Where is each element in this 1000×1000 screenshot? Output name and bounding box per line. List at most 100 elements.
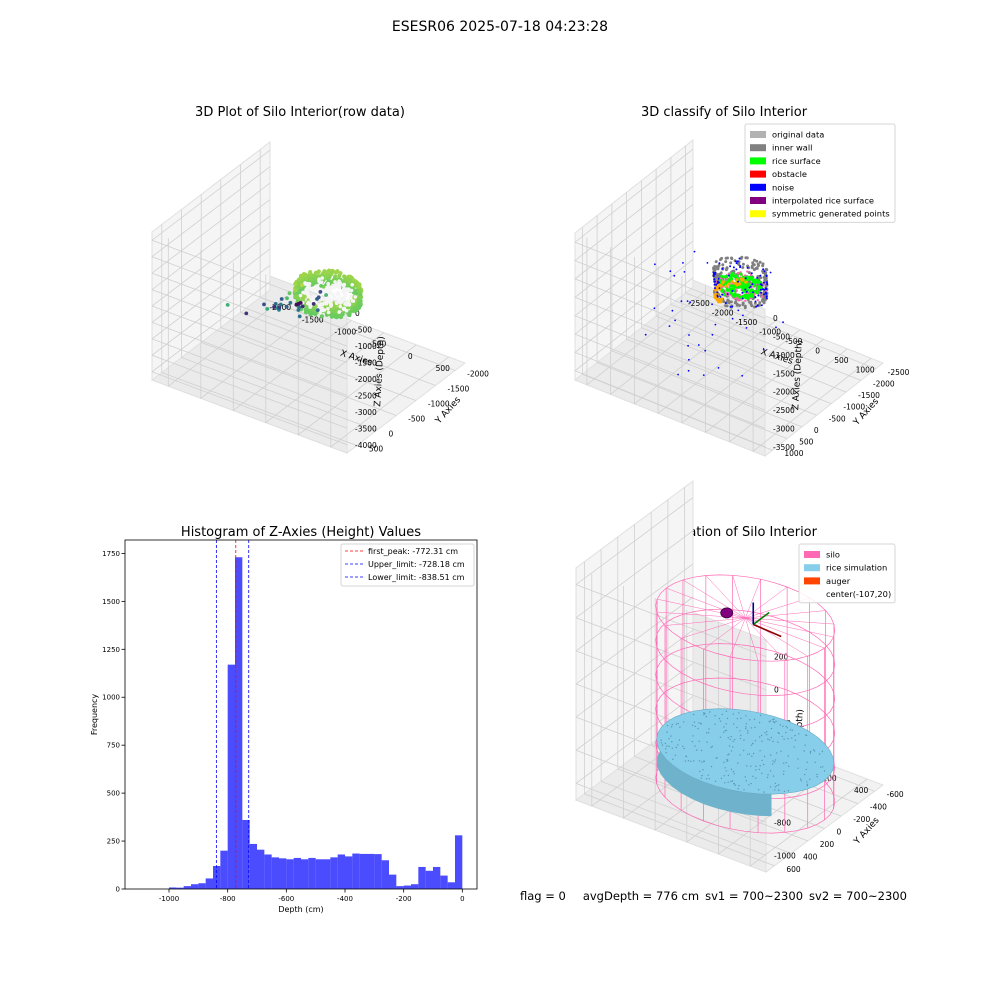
rice-texture-dot bbox=[779, 724, 781, 726]
rice-texture-dot bbox=[692, 724, 694, 726]
plot2-symmetric-point bbox=[744, 280, 748, 284]
rice-texture-dot bbox=[743, 789, 745, 791]
plot2-legend-swatch bbox=[750, 144, 766, 152]
plot3-bars bbox=[169, 557, 463, 889]
plot1-y-tick: -500 bbox=[408, 415, 425, 424]
plot2-grid-y bbox=[685, 145, 876, 370]
rice-texture-dot bbox=[725, 710, 728, 712]
histogram-bar bbox=[425, 870, 433, 889]
plot1-point bbox=[319, 284, 323, 288]
plot2-noise-point bbox=[744, 277, 747, 280]
plot2-interp-point bbox=[753, 293, 756, 296]
rice-texture-dot bbox=[660, 742, 663, 744]
rice-texture-dot bbox=[821, 750, 824, 753]
rice-texture-dot bbox=[704, 712, 706, 715]
plot3-legend-label: first_peak: -772.31 cm bbox=[368, 547, 458, 556]
rice-texture-dot bbox=[730, 735, 732, 738]
plot2-legend-label: interpolated rice surface bbox=[772, 196, 874, 206]
plot2-noise-point bbox=[731, 289, 734, 292]
plot2-noise-point bbox=[765, 275, 768, 278]
histogram-bar bbox=[227, 664, 235, 889]
plot3-y-label: Frequency bbox=[90, 694, 99, 736]
plot4-grid-z bbox=[575, 497, 767, 657]
plot2-wall-point bbox=[724, 260, 728, 264]
rice-texture-dot bbox=[791, 729, 794, 731]
plot2-grid-x bbox=[729, 294, 848, 443]
plot2-y-label: Y Axies bbox=[851, 396, 881, 428]
plot1-grid-x bbox=[297, 286, 417, 436]
plot1-point bbox=[324, 293, 328, 297]
rice-texture-dot bbox=[793, 746, 795, 748]
plot2-noise-point bbox=[718, 287, 721, 289]
rice-texture-dot bbox=[783, 790, 786, 793]
rice-texture-dot bbox=[728, 753, 730, 755]
rice-texture-dot bbox=[724, 782, 726, 784]
plot1-point bbox=[357, 282, 362, 287]
plot2-grid-x bbox=[705, 285, 824, 434]
rice-texture-dot bbox=[749, 719, 751, 721]
plot3-legend-frame bbox=[340, 543, 475, 587]
plot1-point bbox=[344, 277, 349, 283]
rice-simulation-surface bbox=[656, 708, 835, 795]
plot2-noise-point bbox=[735, 262, 738, 265]
plot3-y-tick-label: 750 bbox=[107, 742, 120, 750]
histogram-bar bbox=[183, 886, 191, 889]
rice-texture-dot bbox=[698, 760, 701, 762]
rice-texture-dot bbox=[707, 774, 709, 776]
plot2-rice-point bbox=[733, 294, 737, 298]
rice-texture-dot bbox=[683, 721, 685, 723]
rice-texture-dot bbox=[774, 782, 777, 784]
plot2-y-tick: 0 bbox=[814, 426, 819, 435]
plot4-x-tick: 400 bbox=[854, 786, 869, 795]
plot2-x-tick: 1000 bbox=[856, 365, 875, 374]
rice-texture-dot bbox=[750, 765, 752, 767]
plot3-y-tick-label: 1500 bbox=[102, 598, 120, 606]
rice-texture-dot bbox=[664, 742, 667, 745]
plot1-point bbox=[297, 305, 302, 310]
rice-texture-dot bbox=[723, 761, 725, 764]
status-line: flag = 0 avgDepth = 776 cm sv1 = 700~2300… bbox=[520, 889, 990, 903]
plot2-y-tick: -2000 bbox=[873, 379, 895, 388]
plot1-grid-x bbox=[167, 238, 287, 387]
rice-texture-dot bbox=[804, 773, 806, 776]
histogram-bar bbox=[293, 857, 301, 889]
rice-texture-dot bbox=[797, 767, 799, 769]
plot2-noise-point bbox=[765, 297, 768, 300]
plot2-noise-point bbox=[714, 323, 717, 326]
plot2-wall-point bbox=[729, 261, 733, 265]
plot2-noise-point bbox=[762, 348, 765, 351]
rice-texture-dot bbox=[785, 762, 787, 764]
plot1-point bbox=[326, 297, 331, 302]
plot2-rice-point bbox=[742, 285, 746, 289]
rice-texture-dot bbox=[679, 726, 681, 728]
plot1-point bbox=[306, 292, 310, 297]
rice-texture-dot bbox=[787, 790, 790, 792]
sv1-value: sv1 = 700~2300 bbox=[705, 889, 804, 903]
plot2-wall-point bbox=[749, 300, 753, 304]
plot1-point bbox=[358, 299, 363, 304]
rice-texture-dot bbox=[732, 713, 734, 715]
rice-texture-dot bbox=[702, 769, 704, 771]
rice-texture-dot bbox=[696, 749, 698, 751]
plot2-rice-point bbox=[750, 288, 754, 292]
subplot-classify: 3D classify of Silo Interior-2500-2000-1… bbox=[574, 105, 910, 458]
rice-texture-dot bbox=[731, 780, 734, 782]
rice-texture-dot bbox=[730, 780, 732, 783]
plot2-wall-point bbox=[741, 266, 745, 269]
plot2-grid-x bbox=[752, 304, 872, 453]
rice-texture-dot bbox=[672, 758, 674, 760]
plot1-point bbox=[331, 292, 336, 297]
rice-texture-dot bbox=[758, 789, 760, 791]
rice-texture-dot bbox=[818, 753, 821, 755]
rice-texture-dot bbox=[772, 760, 774, 762]
plot1-point bbox=[337, 279, 341, 284]
histogram-bar bbox=[264, 854, 272, 889]
rice-texture-dot bbox=[743, 749, 745, 752]
rice-texture-dot bbox=[707, 731, 710, 734]
plot2-noise-point bbox=[721, 293, 724, 296]
plot1-z-tick: -4000 bbox=[355, 441, 377, 450]
rice-texture-dot bbox=[703, 712, 705, 714]
plot2-noise-point bbox=[732, 266, 735, 269]
plot2-rice-point bbox=[741, 295, 745, 299]
plot2-symmetric-point bbox=[719, 283, 723, 288]
